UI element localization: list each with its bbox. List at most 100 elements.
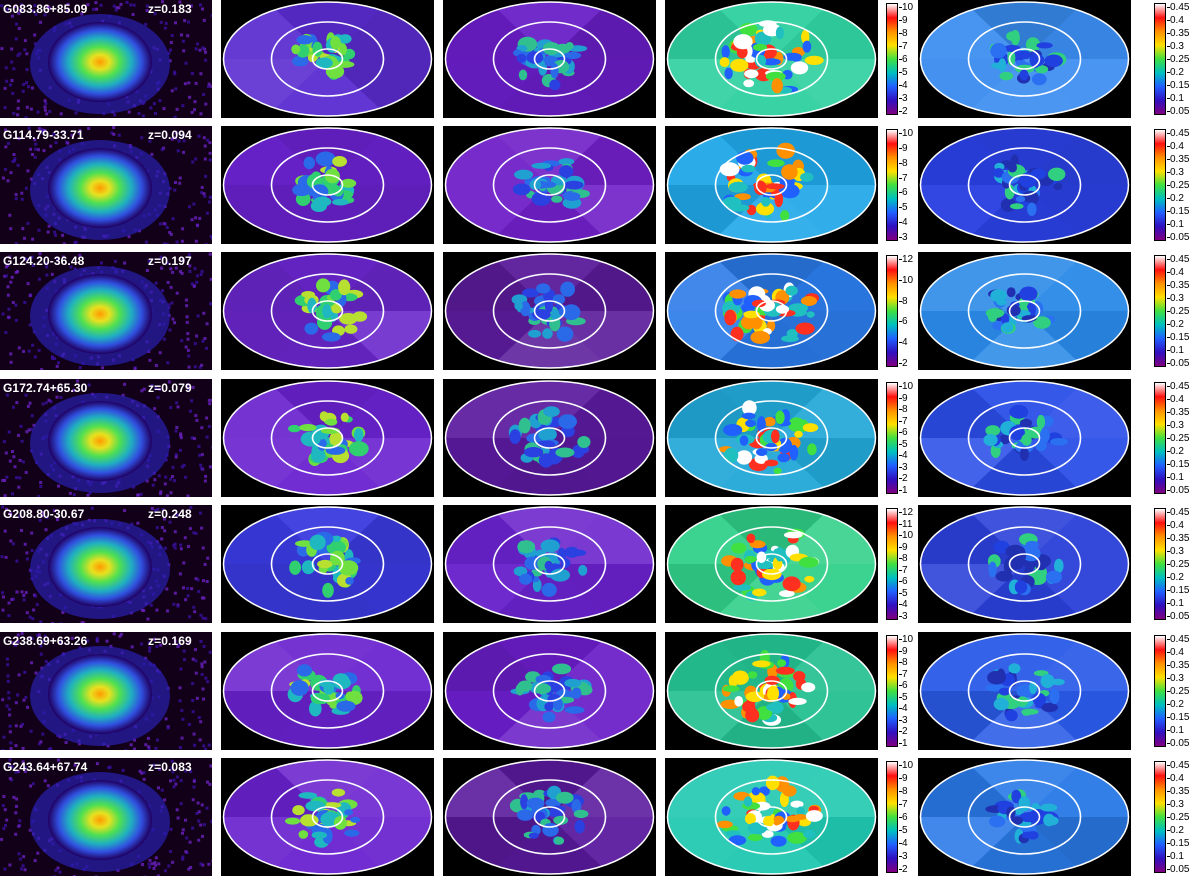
colorbar-tick-label: 9 — [899, 15, 908, 26]
colorbar-tick-label: 9 — [899, 773, 908, 784]
temperature-ticks: 10 9 8 7 6 5 4 3 2 — [898, 3, 936, 117]
colorbar-tick-label: 12 — [898, 254, 914, 265]
colorbar-tick-label: 10 — [898, 530, 914, 542]
colorbar-tick-label: 0.3 — [1167, 546, 1184, 557]
colorbar-tick-label: 0.35 — [1166, 28, 1190, 39]
temperature-map — [665, 379, 878, 497]
abundance-map — [918, 0, 1131, 118]
colorbar-tick-label: 0.4 — [1167, 520, 1184, 531]
colorbar-tick-label: 0.35 — [1166, 407, 1190, 418]
colorbar-tick-label: 0.2 — [1167, 572, 1184, 583]
colorbar-tick-label: 8 — [899, 657, 908, 669]
surface-brightness-map — [221, 632, 434, 750]
cluster-row: G238.69+63.26 z=0.169 10 9 8 7 6 5 4 3 2 1 0.45 0.4 0.… — [0, 632, 1200, 750]
colorbar-tick-label: 9 — [899, 645, 908, 657]
colorbar-tick-label: 0.15 — [1166, 206, 1190, 217]
abundance-colorbar — [1154, 635, 1166, 747]
xray-image-panel: G238.69+63.26 z=0.169 — [0, 632, 212, 750]
colorbar-tick-label: 0.25 — [1166, 686, 1190, 697]
colorbar-tick-label: 0.15 — [1166, 80, 1190, 91]
colorbar-tick-label: 12 — [898, 507, 914, 518]
density-map — [443, 379, 656, 497]
colorbar-tick-label: 6 — [899, 680, 908, 692]
temperature-map — [665, 505, 878, 623]
colorbar-tick-label: 0.3 — [1167, 41, 1184, 52]
abundance-ticks: 0.45 0.4 0.35 0.3 0.25 0.2 0.15 0.1 0.05 — [1166, 129, 1200, 243]
colorbar-tick-label: 0.3 — [1167, 799, 1184, 810]
redshift-label: z=0.248 — [148, 507, 192, 521]
redshift-label: z=0.197 — [148, 254, 192, 268]
colorbar-tick-label: 0.05 — [1166, 358, 1190, 369]
xray-image-panel: G083.86+85.09 z=0.183 — [0, 0, 212, 118]
abundance-ticks: 0.45 0.4 0.35 0.3 0.25 0.2 0.15 0.1 0.05 — [1166, 3, 1200, 117]
colorbar-tick-label: 0.05 — [1166, 485, 1190, 496]
colorbar-tick-label: 0.25 — [1166, 559, 1190, 570]
colorbar-tick-label: 0.4 — [1167, 15, 1184, 26]
colorbar-tick-label: 0.05 — [1166, 864, 1190, 875]
colorbar-tick-label: 0.1 — [1167, 725, 1184, 736]
colorbar-tick-label: 2 — [899, 864, 908, 875]
colorbar-tick-label: 6 — [899, 316, 908, 328]
colorbar-tick-label: 5 — [899, 202, 908, 214]
surface-brightness-map — [221, 0, 434, 118]
colorbar-tick-label: 4 — [899, 80, 908, 91]
xray-image-panel: G208.80-30.67 z=0.248 — [0, 505, 212, 623]
colorbar-tick-label: 0.15 — [1166, 838, 1190, 849]
abundance-ticks: 0.45 0.4 0.35 0.3 0.25 0.2 0.15 0.1 0.05 — [1166, 382, 1200, 496]
redshift-label: z=0.083 — [148, 760, 192, 774]
colorbar-tick-label: 5 — [899, 825, 908, 836]
colorbar-tick-label: 0.1 — [1167, 598, 1184, 609]
colorbar-tick-label: 0.4 — [1167, 141, 1184, 152]
temperature-ticks: 10 9 8 7 6 5 4 3 2 1 — [898, 382, 936, 496]
colorbar-tick-label: 0.45 — [1166, 507, 1190, 518]
colorbar-tick-label: 0.05 — [1166, 738, 1190, 749]
colorbar-tick-label: 5 — [899, 691, 908, 703]
colorbar-tick-label: 9 — [899, 541, 908, 553]
temperature-colorbar — [886, 3, 898, 115]
cluster-name: G208.80-30.67 — [3, 507, 85, 521]
colorbar-tick-label: 0.15 — [1166, 332, 1190, 343]
xray-image-panel: G243.64+67.74 z=0.083 — [0, 758, 212, 876]
temperature-map — [665, 758, 878, 876]
colorbar-tick-label: 5 — [899, 587, 908, 599]
colorbar-tick-label: 7 — [899, 799, 908, 810]
colorbar-tick-label: 0.2 — [1167, 193, 1184, 204]
colorbar-tick-label: 0.15 — [1166, 585, 1190, 596]
density-map — [443, 632, 656, 750]
colorbar-tick-label: 5 — [899, 438, 908, 450]
abundance-ticks: 0.45 0.4 0.35 0.3 0.25 0.2 0.15 0.1 0.05 — [1166, 761, 1200, 875]
colorbar-tick-label: 6 — [899, 187, 908, 199]
temperature-ticks: 12 10 8 6 4 2 — [898, 254, 936, 369]
colorbar-tick-label: 0.15 — [1166, 459, 1190, 470]
abundance-colorbar — [1154, 382, 1166, 494]
colorbar-tick-label: 3 — [899, 611, 908, 622]
colorbar-tick-label: 0.1 — [1167, 472, 1184, 483]
temperature-map — [665, 252, 878, 370]
abundance-map — [918, 126, 1131, 244]
cluster-row: G208.80-30.67 z=0.248 12 11 10 9 8 7 6 5 4 3 0.45 0.4… — [0, 505, 1200, 623]
abundance-map — [918, 252, 1131, 370]
cluster-name: G083.86+85.09 — [3, 2, 88, 16]
colorbar-tick-label: 4 — [899, 450, 908, 462]
temperature-colorbar — [886, 255, 898, 367]
colorbar-tick-label: 3 — [899, 93, 908, 104]
colorbar-tick-label: 0.4 — [1167, 647, 1184, 658]
colorbar-tick-label: 0.15 — [1166, 712, 1190, 723]
colorbar-tick-label: 2 — [899, 473, 908, 485]
density-map — [443, 505, 656, 623]
surface-brightness-map — [221, 126, 434, 244]
cluster-row: G114.79-33.71 z=0.094 10 9 8 7 6 5 4 3 0.45 0.4 0.35… — [0, 126, 1200, 244]
colorbar-tick-label: 0.1 — [1167, 345, 1184, 356]
colorbar-tick-label: 0.1 — [1167, 851, 1184, 862]
colorbar-tick-label: 11 — [898, 518, 913, 530]
cluster-row: G172.74+65.30 z=0.079 10 9 8 7 6 5 4 3 2 1 0.45 0.4 0.… — [0, 379, 1200, 497]
colorbar-tick-label: 6 — [899, 576, 908, 588]
colorbar-tick-label: 1 — [899, 738, 908, 749]
temperature-colorbar — [886, 761, 898, 873]
colorbar-tick-label: 0.3 — [1167, 420, 1184, 431]
colorbar-tick-label: 6 — [899, 54, 908, 65]
colorbar-tick-label: 10 — [898, 128, 914, 139]
colorbar-tick-label: 9 — [899, 142, 908, 154]
abundance-map — [918, 758, 1131, 876]
